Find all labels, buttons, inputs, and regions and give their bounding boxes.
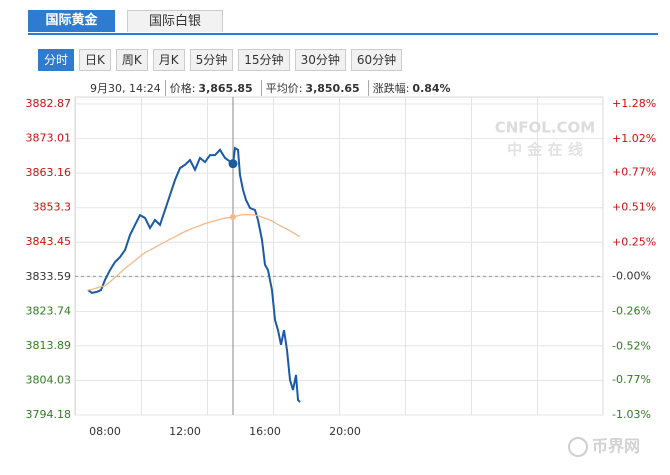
- info-line: 9月30, 14:24 价格: 3,865.85 平均价: 3,850.65 涨跌幅: 0…: [90, 80, 455, 96]
- info-value: 3,850.65: [305, 82, 360, 95]
- period-button[interactable]: 15分钟: [238, 49, 290, 71]
- period-button[interactable]: 周K: [115, 49, 148, 71]
- info-label: 平均价:: [265, 82, 303, 95]
- period-button[interactable]: 月K: [152, 49, 185, 71]
- series-line: [87, 146, 301, 403]
- series-line: [87, 214, 301, 291]
- info-value: 0.84%: [412, 82, 451, 95]
- y2-tick-label: -1.03%: [612, 408, 651, 421]
- cursor-dot: [230, 213, 236, 220]
- info-label: 涨跌幅:: [372, 82, 410, 95]
- y2-tick-label: +0.51%: [612, 201, 656, 214]
- y-tick-label: 3853.3: [33, 201, 72, 214]
- x-tick-label: 12:00: [169, 425, 201, 438]
- y2-tick-label: +1.02%: [612, 132, 656, 145]
- y-tick-label: 3804.03: [26, 373, 72, 386]
- y-tick-label: 3794.18: [26, 408, 72, 421]
- y2-tick-label: -0.26%: [612, 304, 651, 317]
- y2-tick-label: -0.52%: [612, 339, 651, 352]
- watermark-icon: [568, 437, 588, 457]
- info-label: 价格:: [169, 82, 196, 95]
- cursor-dot: [228, 159, 238, 169]
- info-item: 涨跌幅: 0.84%: [367, 80, 455, 96]
- x-tick-label: 08:00: [89, 425, 121, 438]
- info-item: 平均价: 3,850.65: [260, 80, 364, 96]
- y2-tick-label: +0.25%: [612, 236, 656, 249]
- y-tick-label: 3873.01: [26, 132, 72, 145]
- period-button[interactable]: 60分钟: [350, 49, 403, 71]
- y2-tick-label: +0.77%: [612, 166, 656, 179]
- period-button[interactable]: 日K: [79, 49, 111, 71]
- watermark: CNFOL.COM: [495, 119, 596, 137]
- period-buttons: 分时 日K 周K 月K 5分钟 15分钟 30分钟 60分钟: [38, 49, 403, 71]
- info-time: 9月30, 14:24: [90, 82, 161, 95]
- y-tick-label: 3833.59: [26, 270, 72, 283]
- x-tick-label: 20:00: [329, 425, 361, 438]
- y-tick-label: 3863.16: [26, 166, 72, 179]
- period-button[interactable]: 分时: [38, 49, 75, 71]
- y-tick-label: 3882.87: [26, 97, 72, 110]
- y2-tick-label: -0.00%: [612, 269, 651, 282]
- tab[interactable]: 国际白银: [127, 10, 223, 32]
- plot-frame: [74, 96, 604, 416]
- y-tick-label: 3843.45: [26, 235, 72, 248]
- y2-tick-label: -0.77%: [612, 373, 651, 386]
- period-button[interactable]: 5分钟: [189, 49, 234, 71]
- y-tick-label: 3823.74: [26, 304, 72, 317]
- tab[interactable]: 国际黄金: [28, 10, 115, 32]
- period-button[interactable]: 30分钟: [294, 49, 346, 71]
- x-tick-label: 16:00: [249, 425, 281, 438]
- y-tick-label: 3813.89: [26, 339, 72, 352]
- y2-tick-label: +1.28%: [612, 97, 656, 110]
- info-value: 3,865.85: [198, 82, 253, 95]
- tab-bar: 国际黄金 国际白银: [28, 10, 658, 35]
- info-item: 价格: 3,865.85: [164, 80, 257, 96]
- watermark: 中 金 在 线: [507, 141, 583, 159]
- watermark: 币界网: [592, 437, 640, 456]
